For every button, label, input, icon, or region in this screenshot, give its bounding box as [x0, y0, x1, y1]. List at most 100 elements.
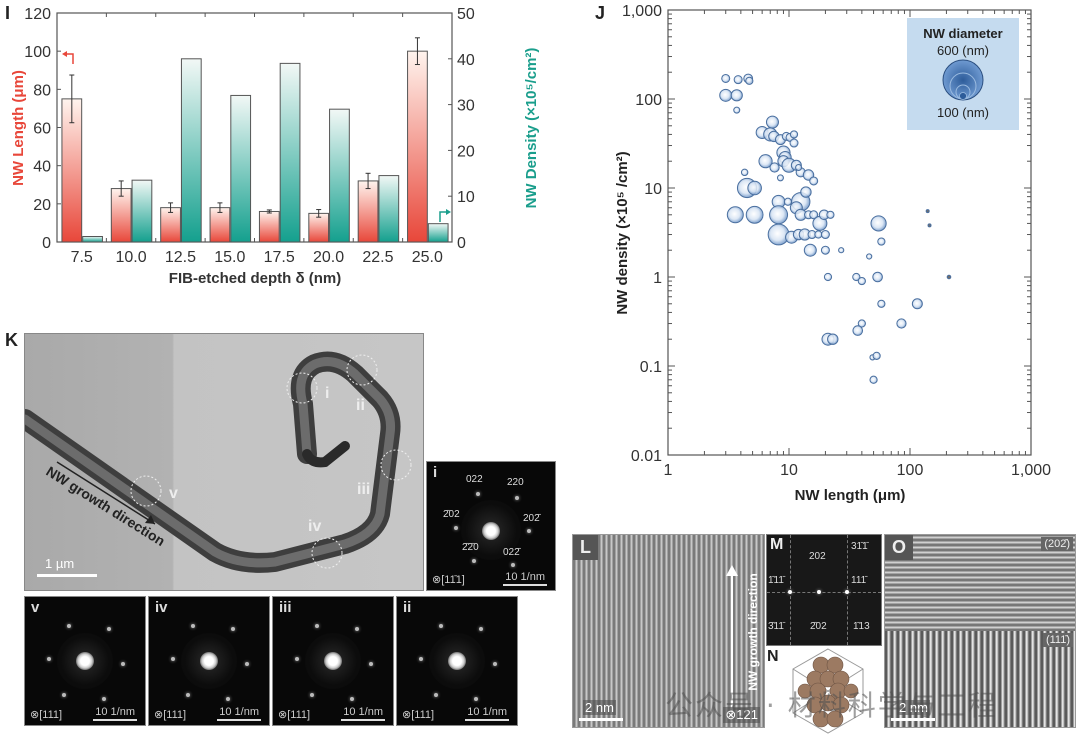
y-axis-label-density: NW density (×10⁵ /cm²) [614, 151, 631, 314]
zone-axis: ⊗[111] [278, 709, 311, 721]
bar-length [357, 180, 379, 243]
bar-density [279, 62, 301, 243]
x-tick-label: 1 [664, 462, 673, 479]
y-tick-label: 120 [24, 6, 51, 23]
saed-label: ii [403, 599, 412, 616]
hkl-label: 2̄02 [443, 509, 460, 520]
panel-label-j: J [595, 3, 606, 23]
saed-label: iii [279, 599, 292, 616]
scale-bar [579, 718, 623, 721]
panel-label-n: N [767, 648, 779, 665]
scale-bar: 10 1/nm [93, 706, 137, 721]
left-axis-arrow-head [62, 51, 67, 57]
data-point-bubble [869, 375, 878, 384]
region-circle-i [286, 372, 318, 404]
data-point-bubble [776, 174, 784, 182]
saed-label: i [433, 464, 438, 481]
data-point-bubble [745, 205, 764, 224]
hkl-label: 2̄02 [810, 621, 827, 632]
bar-density [378, 175, 400, 243]
data-point-bubble [872, 271, 883, 283]
x-tick-label: 10 [780, 462, 798, 479]
bubble-chart-density-length: 1 10 100 1,000 0.01 0.1 1 10 100 1,000 NW diamete… [614, 3, 1051, 504]
data-point-bubble [877, 299, 886, 308]
bar-density [131, 179, 153, 243]
data-point-bubble [800, 186, 812, 198]
data-point-bubble [740, 168, 749, 177]
data-point-bubble [789, 130, 799, 139]
region-circle-v [130, 475, 162, 507]
y-tick-label: 60 [33, 121, 51, 138]
y-tick-label: 40 [33, 159, 51, 176]
bar-chart-length-density: 0 20 40 60 80 100 120 0 10 20 30 40 50 7.5 10.0 12.5 15.… [10, 6, 540, 287]
data-point-bubble [870, 215, 887, 232]
data-point-bubble [769, 205, 789, 225]
central-beam [76, 652, 94, 670]
data-point-bubble [758, 154, 773, 169]
data-point-bubble [925, 209, 930, 214]
lattice-202 [885, 535, 1075, 631]
panel-label-o: O [885, 535, 914, 560]
left-axis-arrow-icon [65, 53, 74, 64]
x-tick-label: 10.0 [115, 249, 146, 266]
data-point-bubble [872, 351, 881, 360]
x-tick-label: 20.0 [313, 249, 344, 266]
saed-pattern-i: i 022 220 2̄02 202̄ 2̄2̄0 022̄ ⊗[11̄1] 1… [426, 461, 556, 591]
panel-label-m: M [770, 536, 784, 553]
crystal-model-n [792, 648, 864, 734]
plane-label-bottom: (111̄) [1042, 633, 1073, 647]
data-point-bubble [820, 245, 830, 255]
saed-pattern-ii: ii ⊗[111] 10 1/nm [396, 596, 518, 726]
y-tick-label: 1,000 [622, 3, 662, 20]
saed-pattern-iii: iii ⊗[111] 10 1/nm [272, 596, 394, 726]
scale-bar-label: 2 nm [897, 700, 930, 715]
scale-bar: 10 1/nm [465, 706, 509, 721]
region-label-iii: iii [357, 481, 370, 498]
bar-density [180, 58, 202, 243]
data-point-bubble [809, 210, 819, 220]
region-circle-iii [380, 449, 412, 481]
zone-axis: ⊗[111] [154, 709, 187, 721]
saed-pattern-iv: iv ⊗[111] 10 1/nm [148, 596, 270, 726]
x-tick-label: 25.0 [412, 249, 443, 266]
x-tick-label: 1,000 [1011, 462, 1051, 479]
data-point-bubble [877, 237, 886, 246]
fft-pattern-m: M 202 31̄1̄ 1̄11̄ 111̄ 3̄11̄ 2̄02 1̄13 [766, 534, 882, 646]
scale-bar: 10 1/nm [217, 706, 261, 721]
data-point-bubble [927, 223, 932, 228]
y2-tick-label: 0 [457, 235, 466, 252]
data-point-bubble [911, 298, 923, 310]
x-tick-label: 7.5 [71, 249, 93, 266]
bar-density [329, 108, 350, 243]
zone-axis: ⊗[111] [30, 709, 63, 721]
region-circle-ii [346, 354, 378, 386]
y-tick-label: 80 [33, 82, 51, 99]
scale-bar [37, 574, 97, 577]
scale-bar: 10 1/nm [341, 706, 385, 721]
data-point-bubble [730, 89, 743, 102]
legend-bubble-100 [959, 92, 967, 100]
watermark-text: 公众号 · 材料科学与工程 [665, 689, 998, 722]
plane-label-top: (202̄) [1041, 537, 1073, 551]
data-point-bubble [795, 163, 803, 171]
saed-label: v [31, 599, 40, 616]
plot-frame [667, 9, 1032, 456]
x-tick-label: 15.0 [214, 249, 245, 266]
bar-density [82, 236, 103, 243]
hkl-label: 022̄ [503, 547, 520, 558]
scale-bar [891, 718, 935, 721]
zone-axis: ⊗[111] [402, 709, 435, 721]
region-label-ii: ii [356, 397, 365, 414]
growth-direction-arrow [56, 461, 156, 525]
region-label-v: v [169, 485, 178, 502]
zone-axis: ⊗121 [723, 707, 760, 723]
hkl-label: 022 [466, 474, 483, 485]
bar-length [258, 210, 280, 243]
data-point-bubble [745, 76, 754, 85]
data-point-bubble [838, 247, 845, 254]
hkl-label: 1̄11̄ [768, 575, 784, 586]
data-point-bubble [896, 318, 907, 329]
y-tick-label: 0.01 [631, 448, 662, 465]
tem-image-nanowire: i ii iii iv v NW growth direction 1 µm [24, 333, 424, 591]
central-beam [324, 652, 342, 670]
